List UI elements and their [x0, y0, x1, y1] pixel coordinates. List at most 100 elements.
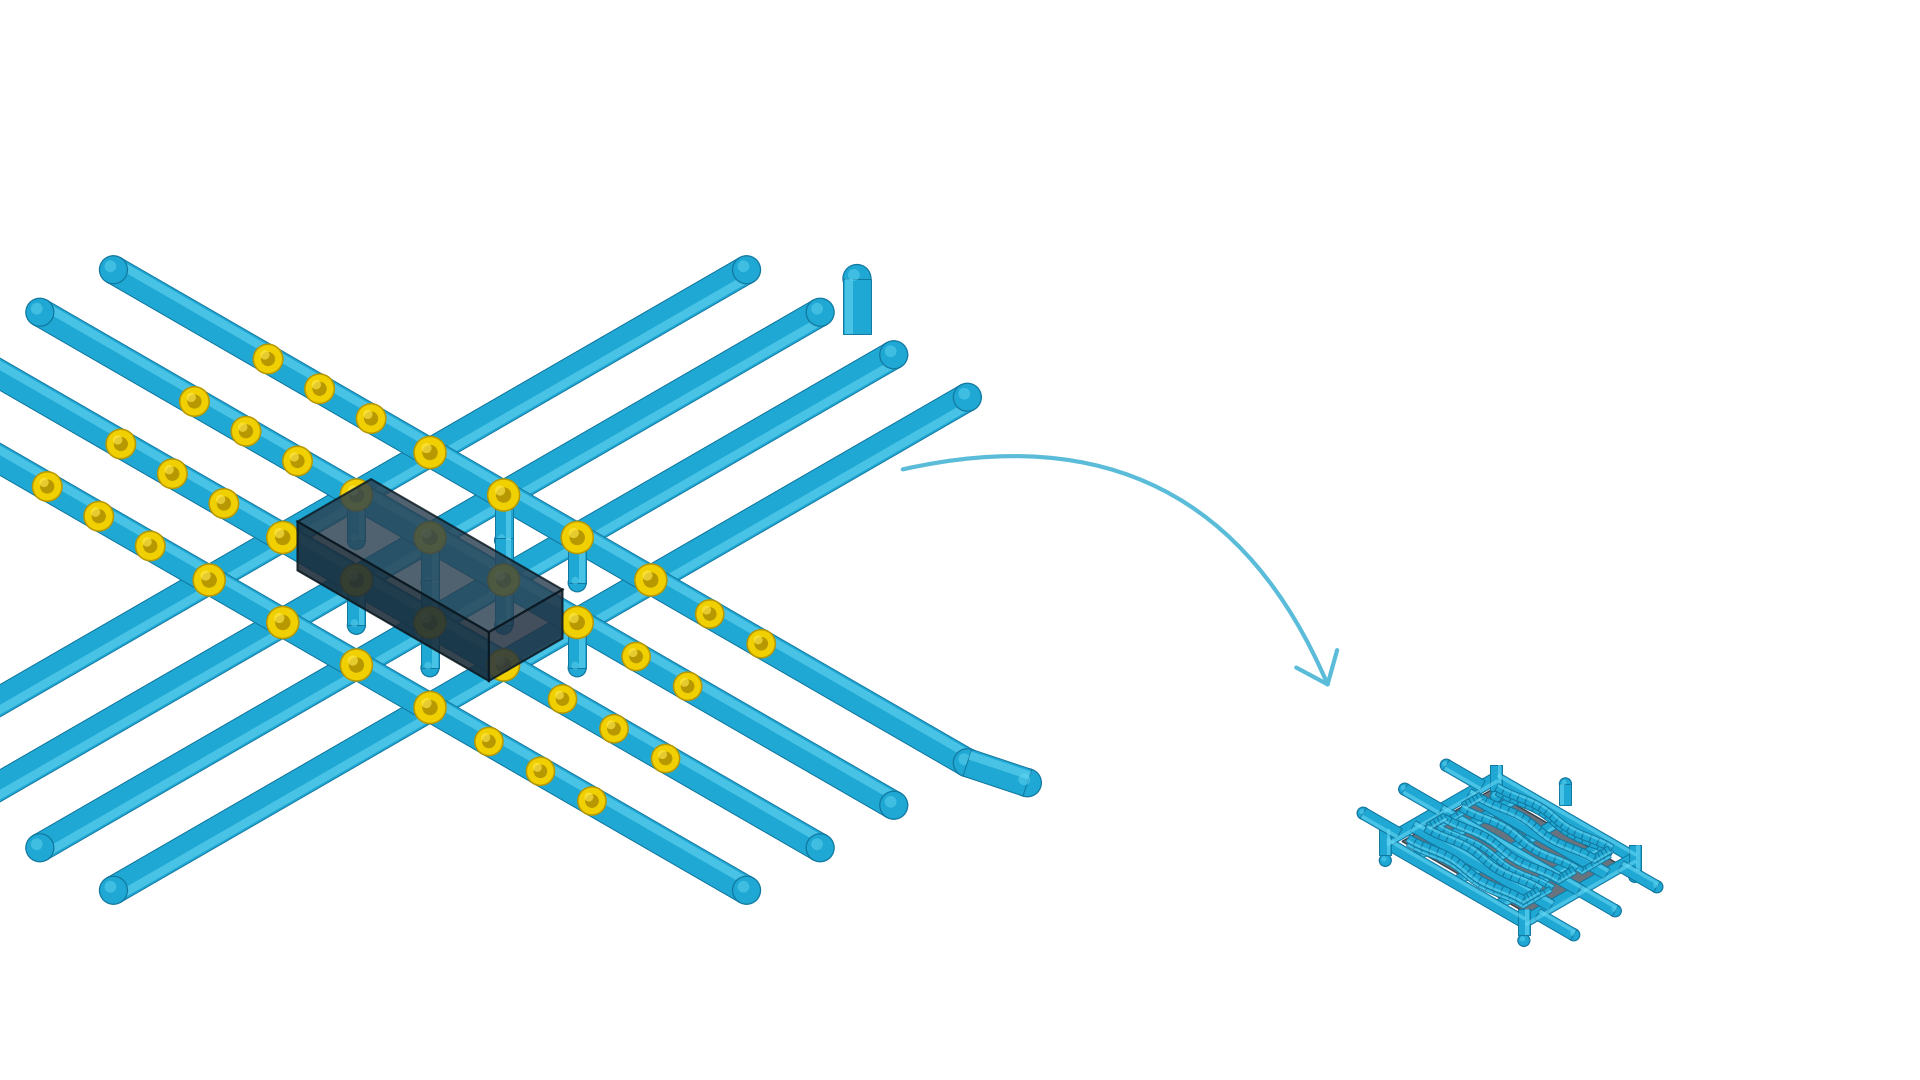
Polygon shape [1524, 897, 1530, 902]
Polygon shape [1465, 807, 1475, 815]
Circle shape [561, 607, 593, 638]
Polygon shape [1452, 855, 1459, 862]
Polygon shape [106, 386, 966, 889]
Circle shape [415, 436, 445, 469]
Polygon shape [1540, 827, 1548, 835]
Polygon shape [1517, 899, 1524, 905]
Polygon shape [1540, 878, 1548, 883]
Polygon shape [1521, 838, 1526, 845]
Polygon shape [1482, 814, 1492, 820]
Circle shape [659, 752, 672, 765]
Polygon shape [1488, 821, 1496, 825]
Polygon shape [1463, 841, 1471, 847]
Polygon shape [1496, 820, 1505, 825]
Polygon shape [1619, 861, 1661, 892]
Polygon shape [1379, 828, 1384, 855]
Polygon shape [1546, 868, 1553, 875]
Polygon shape [1440, 813, 1446, 819]
Polygon shape [1590, 854, 1596, 860]
Polygon shape [1382, 773, 1500, 847]
Polygon shape [1503, 824, 1513, 835]
Polygon shape [1467, 874, 1476, 883]
Polygon shape [1492, 806, 1500, 811]
Circle shape [572, 662, 580, 670]
Polygon shape [1427, 821, 1430, 826]
Circle shape [488, 649, 520, 681]
Polygon shape [1382, 837, 1526, 928]
Circle shape [180, 387, 209, 416]
Polygon shape [1405, 835, 1417, 846]
Polygon shape [1597, 845, 1607, 853]
Circle shape [488, 480, 520, 511]
Polygon shape [1436, 824, 1446, 833]
Polygon shape [33, 300, 900, 818]
Polygon shape [1469, 797, 1476, 806]
Polygon shape [1526, 840, 1534, 849]
Polygon shape [0, 273, 753, 773]
Polygon shape [1488, 849, 1494, 854]
Polygon shape [1559, 784, 1571, 805]
Polygon shape [568, 538, 586, 583]
Polygon shape [1475, 840, 1482, 846]
Polygon shape [1582, 836, 1590, 842]
Polygon shape [1484, 835, 1496, 846]
Polygon shape [1555, 823, 1565, 832]
Polygon shape [1415, 845, 1423, 850]
Polygon shape [1475, 878, 1482, 885]
Circle shape [420, 617, 440, 634]
Polygon shape [1450, 818, 1459, 824]
Circle shape [92, 510, 106, 523]
Polygon shape [1549, 819, 1559, 827]
Polygon shape [1438, 810, 1578, 895]
Polygon shape [1486, 880, 1496, 887]
Polygon shape [1549, 815, 1557, 823]
Polygon shape [1455, 860, 1465, 869]
Polygon shape [1599, 838, 1607, 843]
Polygon shape [1455, 865, 1465, 875]
Polygon shape [1544, 887, 1551, 895]
Polygon shape [1526, 891, 1534, 901]
Polygon shape [1444, 815, 1452, 822]
Polygon shape [1484, 862, 1492, 868]
Polygon shape [0, 258, 745, 761]
Polygon shape [1532, 800, 1542, 811]
Polygon shape [1444, 855, 1452, 862]
Polygon shape [1515, 834, 1523, 840]
Polygon shape [1515, 814, 1523, 821]
Circle shape [165, 468, 179, 481]
Circle shape [958, 388, 970, 400]
Polygon shape [1428, 854, 1436, 859]
Polygon shape [0, 345, 826, 845]
Polygon shape [1528, 840, 1534, 847]
Polygon shape [1411, 789, 1526, 862]
Polygon shape [1586, 866, 1594, 870]
Polygon shape [1436, 854, 1446, 863]
Polygon shape [1480, 876, 1488, 883]
Polygon shape [1513, 855, 1524, 866]
Circle shape [415, 607, 445, 638]
Polygon shape [1463, 809, 1471, 813]
Polygon shape [1486, 851, 1492, 858]
Circle shape [482, 733, 490, 742]
Polygon shape [1559, 858, 1571, 866]
Polygon shape [858, 279, 872, 334]
Circle shape [276, 616, 290, 630]
Circle shape [340, 564, 372, 596]
Polygon shape [1503, 828, 1511, 835]
Polygon shape [1536, 892, 1540, 895]
Polygon shape [1530, 878, 1540, 883]
Polygon shape [1555, 843, 1565, 849]
Polygon shape [1473, 852, 1480, 860]
Polygon shape [1438, 848, 1446, 854]
Circle shape [106, 429, 136, 459]
Circle shape [1609, 905, 1620, 917]
Polygon shape [1596, 856, 1603, 862]
Polygon shape [1473, 878, 1482, 888]
Polygon shape [1446, 838, 1455, 845]
Circle shape [40, 480, 54, 494]
Polygon shape [1532, 826, 1538, 833]
Polygon shape [0, 300, 828, 818]
Polygon shape [1498, 843, 1609, 909]
Polygon shape [1538, 890, 1546, 899]
Polygon shape [1594, 852, 1599, 858]
